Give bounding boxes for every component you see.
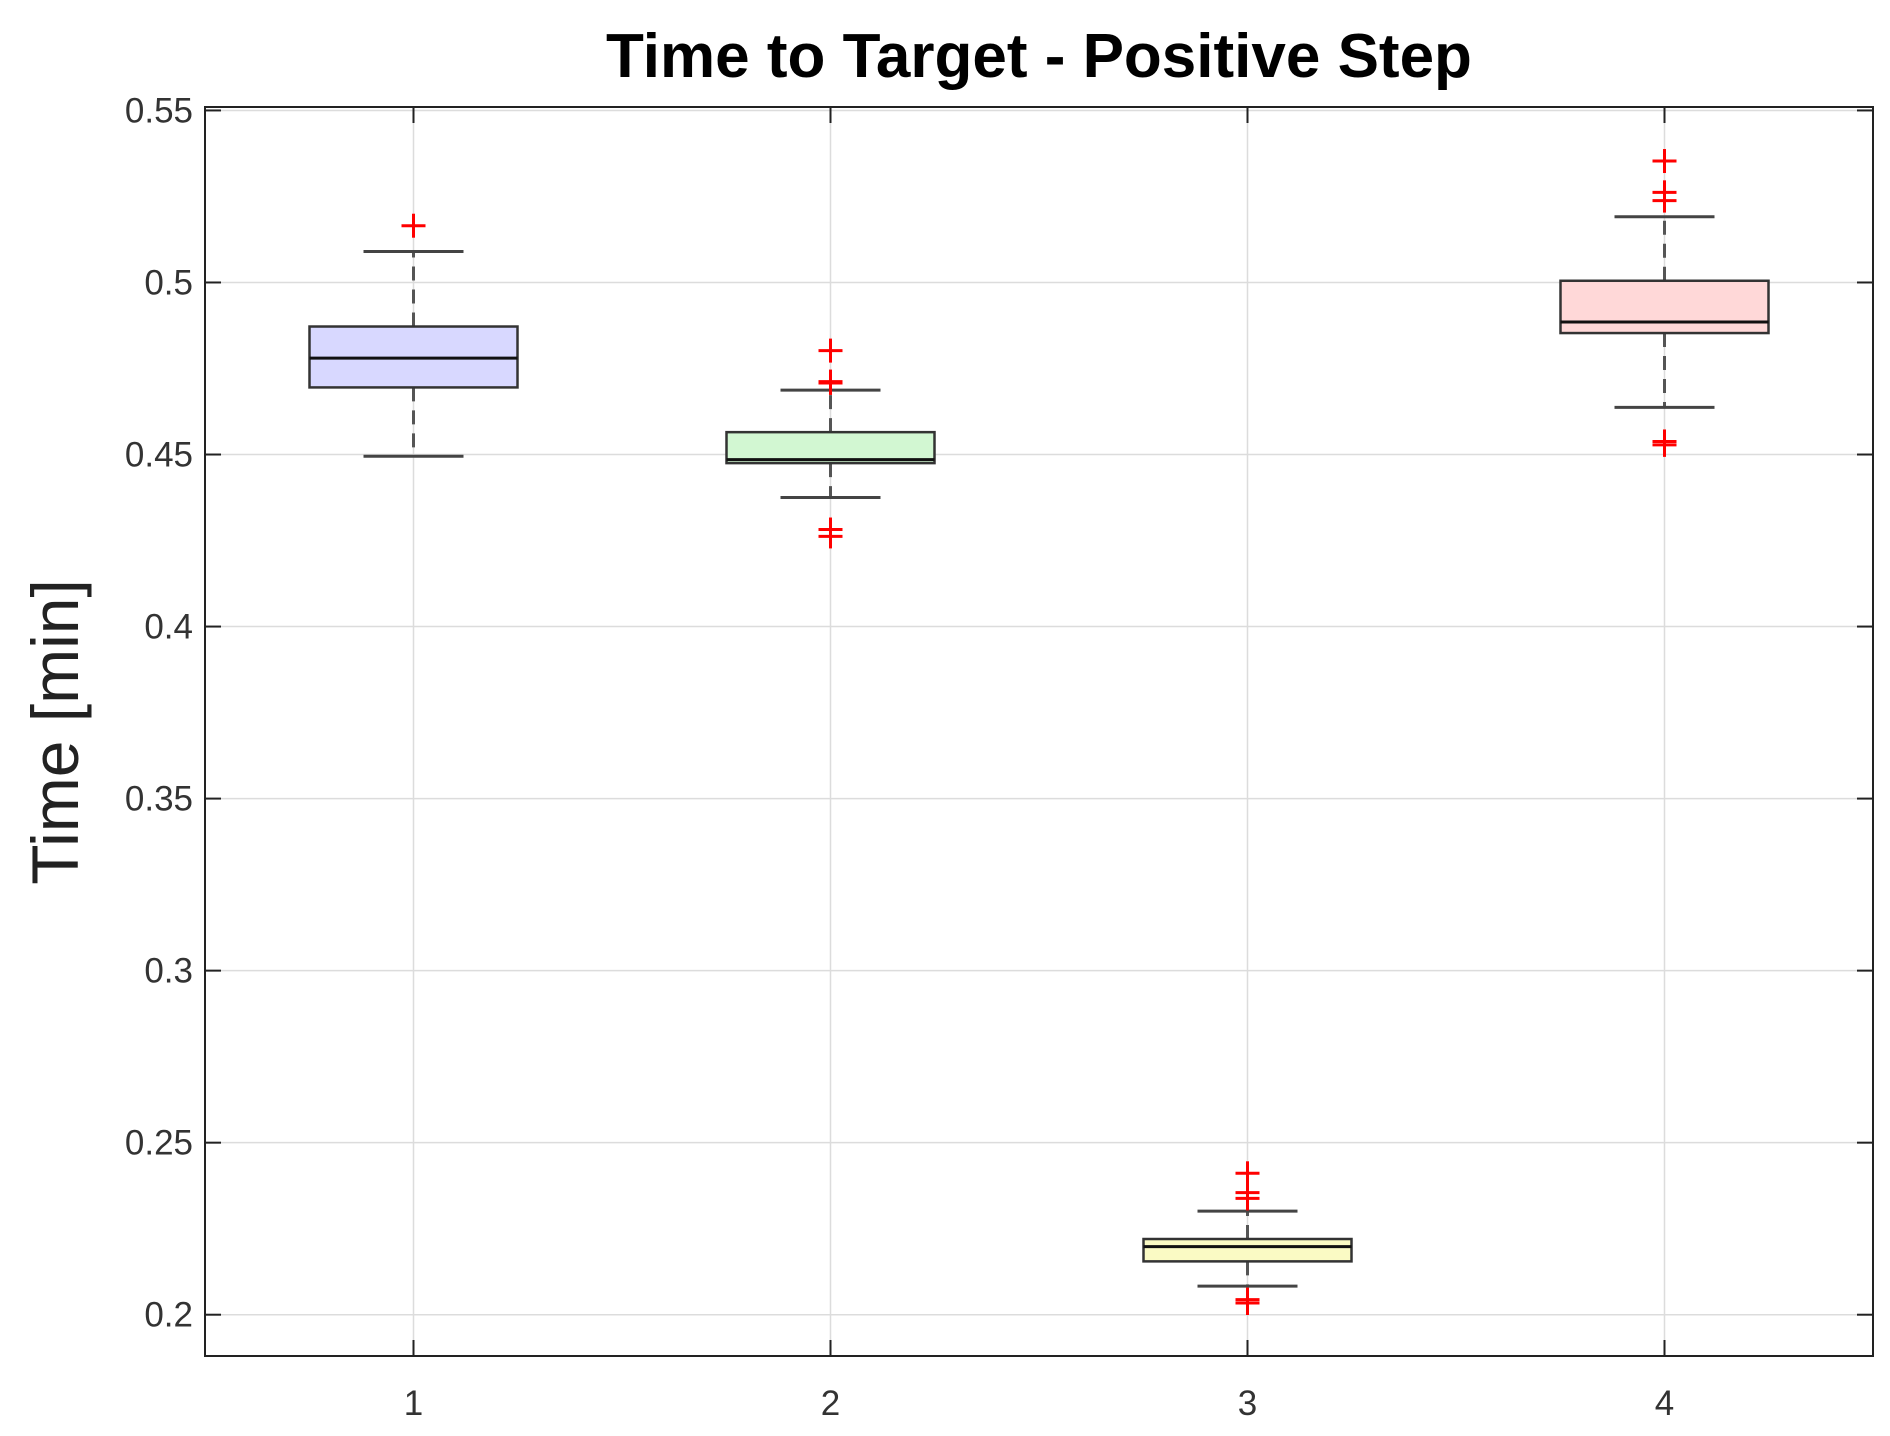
y-axis-label: Time [min] — [18, 579, 92, 885]
y-tick-label: 0.2 — [144, 1296, 193, 1335]
x-tick-label: 4 — [1655, 1384, 1674, 1423]
y-tick-label: 0.25 — [125, 1124, 193, 1163]
box-group-3 — [1142, 1161, 1353, 1316]
axis-ticks: 0.2 0.25 0.3 0.35 0.4 0.45 0.5 0.55 1 2 3 4 — [125, 91, 1873, 1423]
chart-title: Time to Target - Positive Step — [606, 22, 1472, 91]
x-tick-label: 1 — [404, 1384, 423, 1423]
outlier-marker — [1652, 188, 1677, 213]
y-tick-label: 0.5 — [144, 263, 193, 302]
y-tick-label: 0.4 — [144, 608, 193, 647]
outlier-marker — [818, 524, 843, 549]
box-body — [1559, 279, 1770, 335]
outlier-marker — [818, 370, 843, 395]
outlier-marker — [1652, 149, 1677, 174]
outlier-marker — [1235, 1291, 1260, 1316]
y-tick-label: 0.35 — [125, 780, 193, 819]
box-group-4 — [1559, 149, 1770, 457]
y-tick-label: 0.3 — [144, 952, 193, 991]
outlier-marker — [1235, 1186, 1260, 1211]
box-body — [1142, 1237, 1353, 1263]
box-body — [725, 430, 936, 465]
outlier-marker — [1652, 432, 1677, 457]
outlier-marker — [401, 213, 426, 238]
box-group-1 — [308, 213, 519, 458]
box-group-2 — [725, 338, 936, 549]
y-tick-label: 0.45 — [125, 436, 193, 475]
x-tick-label: 2 — [821, 1384, 840, 1423]
box-plots — [308, 149, 1770, 1316]
outlier-marker — [818, 338, 843, 363]
y-tick-label: 0.55 — [125, 91, 193, 130]
plot-frame — [204, 106, 1874, 1357]
x-tick-label: 3 — [1238, 1384, 1257, 1423]
